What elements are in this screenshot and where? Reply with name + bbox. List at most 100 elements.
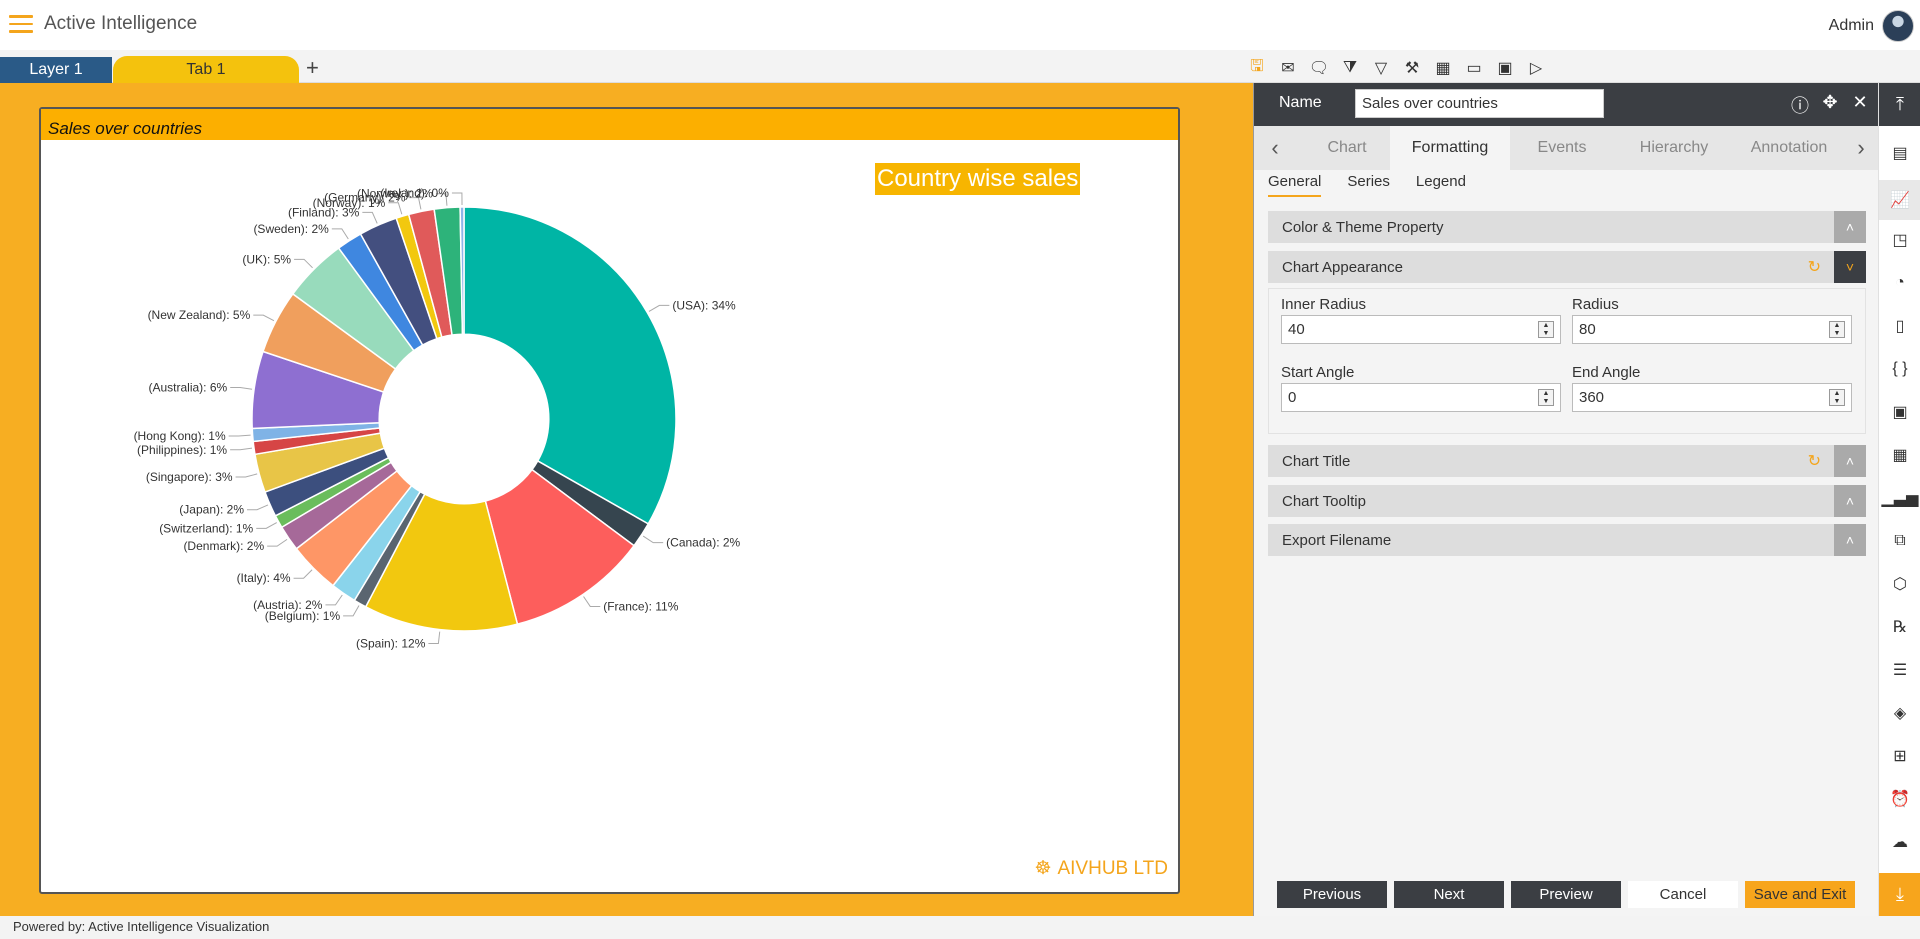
label-leader-line (253, 314, 275, 322)
slice-label: (UK): 5% (242, 252, 291, 266)
chevron-up-icon[interactable]: ˄ (1834, 211, 1866, 243)
pie-slice[interactable] (459, 206, 465, 335)
layers-icon[interactable]: ◈ (1893, 705, 1907, 722)
code-icon[interactable]: { } (1892, 360, 1908, 377)
label-leader-line (247, 504, 269, 511)
section-chart-tooltip[interactable]: Chart Tooltip ˄ (1268, 485, 1866, 517)
tabs-next-icon[interactable]: › (1857, 135, 1865, 160)
subtab-series[interactable]: Series (1347, 173, 1390, 190)
label-leader-line (435, 193, 448, 206)
inner-radius-input[interactable] (1281, 315, 1561, 344)
bar-chart-icon[interactable]: ▁▃▅ (1881, 490, 1919, 507)
end-angle-label: End Angle (1572, 364, 1641, 381)
table-icon[interactable]: ▦ (1435, 60, 1451, 77)
next-button[interactable]: Next (1394, 881, 1504, 908)
notes-icon[interactable]: ☰ (1892, 662, 1908, 679)
map-icon[interactable]: ◳ (1892, 232, 1908, 249)
section-export-filename[interactable]: Export Filename ˄ (1268, 524, 1866, 556)
copy-icon[interactable]: ⧉ (1894, 532, 1906, 549)
pie-slice[interactable] (463, 206, 677, 525)
section-chart-title[interactable]: Chart Title ↻ ˄ (1268, 445, 1866, 477)
rx-icon[interactable]: ℞ (1892, 619, 1908, 636)
label-leader-line (293, 569, 313, 579)
tabs-prev-icon[interactable]: ‹ (1271, 135, 1279, 160)
start-angle-stepper[interactable]: ▲ ▼ (1538, 389, 1554, 406)
tab-chart[interactable]: Chart (1327, 139, 1367, 156)
panel-header-icons: ⓘ ✥ ✕ (1789, 92, 1871, 118)
clear-filter-icon[interactable]: ⧩ (1342, 59, 1358, 76)
cloud-upload-icon[interactable]: ☁ (1892, 834, 1908, 851)
image-icon[interactable]: ▣ (1892, 404, 1908, 421)
scroll-bottom-icon[interactable]: ⤓ (1879, 873, 1920, 916)
avatar[interactable] (1882, 10, 1914, 42)
chevron-down-icon[interactable]: ˅ (1834, 251, 1866, 283)
slice-label: (France): 11% (603, 599, 678, 613)
chevron-up-icon[interactable]: ˄ (1834, 524, 1866, 556)
document-icon[interactable]: ▯ (1895, 318, 1905, 335)
slice-label: (Norway): 1% (313, 196, 386, 210)
mail-icon[interactable]: ✉ (1281, 60, 1295, 77)
slice-label: (Finland): 3% (288, 205, 360, 219)
comment-icon[interactable]: 🗨 (1308, 60, 1330, 77)
chart-edit-icon[interactable]: 📈 (1879, 180, 1920, 220)
cubes-icon[interactable]: ⬡ (1893, 576, 1907, 593)
cancel-button[interactable]: Cancel (1628, 881, 1738, 908)
label-leader-line (235, 473, 258, 478)
tab-events[interactable]: Events (1537, 139, 1587, 156)
chevron-up-icon[interactable]: ˄ (1834, 445, 1866, 477)
section-label: Chart Title (1282, 453, 1351, 470)
previous-button[interactable]: Previous (1277, 881, 1387, 908)
play-icon[interactable]: ▷ (1529, 60, 1543, 77)
help-icon[interactable]: ⓘ (1791, 96, 1809, 116)
subtab-legend[interactable]: Legend (1415, 173, 1466, 190)
radius-stepper[interactable]: ▲ ▼ (1829, 321, 1845, 338)
properties-panel: Name ⓘ ✥ ✕ ‹ Chart Formatting Events Hie… (1253, 83, 1879, 916)
menu-icon[interactable] (9, 15, 33, 33)
tab-formatting[interactable]: Formatting (1390, 126, 1510, 170)
card-icon[interactable]: ▤ (1892, 145, 1908, 162)
label-leader-line (331, 228, 349, 240)
embed-icon[interactable]: ▭ (1466, 60, 1482, 77)
slice-label: (Philippines): 1% (137, 443, 227, 457)
save-icon[interactable]: 🖫 (1250, 57, 1264, 75)
panel-tabs: ‹ Chart Formatting Events Hierarchy Anno… (1254, 126, 1879, 170)
chart-widget[interactable]: Sales over countries Country wise sales … (39, 107, 1180, 894)
label-leader-line (267, 538, 288, 547)
tab-1[interactable]: Tab 1 (113, 56, 299, 84)
report-icon[interactable]: ◔ (1895, 274, 1905, 291)
subtab-general[interactable]: General (1268, 173, 1322, 197)
end-angle-input[interactable] (1572, 383, 1852, 412)
end-angle-stepper[interactable]: ▲ ▼ (1829, 389, 1845, 406)
move-icon[interactable]: ✥ (1822, 92, 1838, 112)
refresh-icon[interactable]: ↻ (1807, 259, 1821, 276)
brand-text: AIVHUB LTD (1057, 857, 1168, 879)
panel-header: Name ⓘ ✥ ✕ (1254, 83, 1879, 126)
tab-hierarchy[interactable]: Hierarchy (1639, 139, 1709, 156)
preview-button[interactable]: Preview (1511, 881, 1621, 908)
section-chart-appearance[interactable]: Chart Appearance ↻ ˅ (1268, 251, 1866, 283)
add-tab-button[interactable]: + (306, 55, 319, 80)
label-leader-line (362, 211, 378, 224)
start-angle-input[interactable] (1281, 383, 1561, 412)
devices-icon[interactable]: ▣ (1497, 60, 1513, 77)
add-widget-icon[interactable]: ⊞ (1893, 748, 1907, 765)
slice-label: (Singapore): 3% (146, 470, 233, 484)
chevron-up-icon[interactable]: ˄ (1834, 485, 1866, 517)
scroll-top-icon[interactable]: ⤒ (1879, 83, 1920, 126)
alarm-icon[interactable]: ⏰ (1890, 791, 1910, 808)
layer-tab[interactable]: Layer 1 (0, 57, 112, 83)
tab-annotation[interactable]: Annotation (1750, 139, 1828, 156)
tools-icon[interactable]: ⚒ (1404, 60, 1420, 77)
label-leader-line (230, 387, 253, 390)
label-leader-line (642, 535, 664, 544)
user-name[interactable]: Admin (1828, 17, 1874, 34)
filter-icon[interactable]: ▽ (1374, 60, 1388, 77)
save-and-exit-button[interactable]: Save and Exit (1745, 881, 1855, 908)
close-icon[interactable]: ✕ (1852, 92, 1868, 112)
table-edit-icon[interactable]: ▦ (1892, 447, 1908, 464)
refresh-icon[interactable]: ↻ (1807, 453, 1821, 470)
inner-radius-stepper[interactable]: ▲ ▼ (1538, 321, 1554, 338)
name-input[interactable] (1355, 89, 1604, 118)
radius-input[interactable] (1572, 315, 1852, 344)
section-color-theme[interactable]: Color & Theme Property ˄ (1268, 211, 1866, 243)
